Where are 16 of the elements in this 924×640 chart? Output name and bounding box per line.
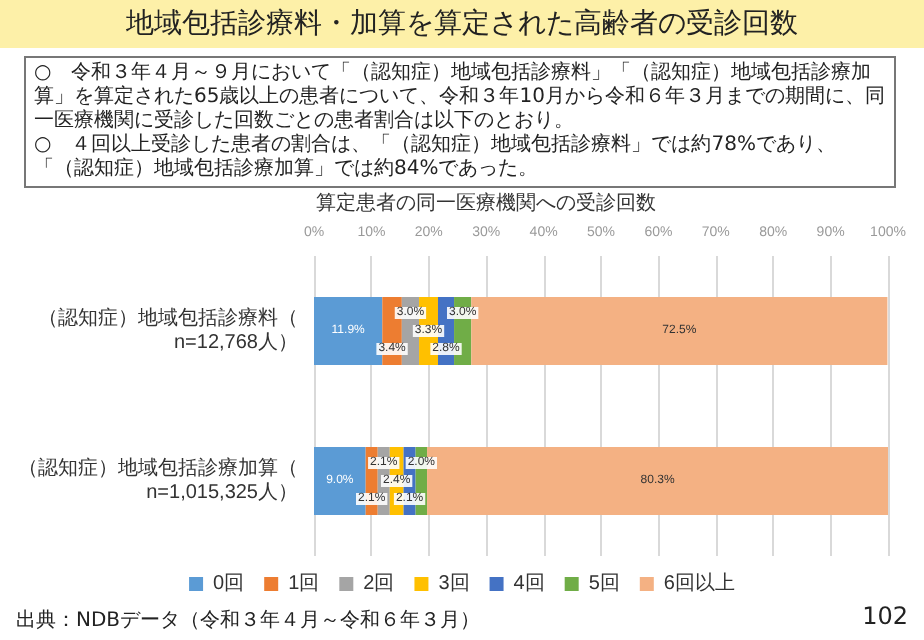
legend-label: 2回 <box>363 573 395 595</box>
source-note: 出典：NDBデータ（令和３年４月～令和６年３月） <box>16 607 481 634</box>
chart-subtitle: 算定患者の同一医療機関への受診回数 <box>316 191 656 215</box>
legend-label: 1回 <box>288 573 320 595</box>
legend-label: 5回 <box>588 573 620 595</box>
y-tick-label: （認知症）地域包括診療料（n=12,768人） <box>38 306 298 354</box>
text: ○ 令和３年４月～９月において「（認知症）地域包括診療料」「（認知症）地域包括診療加算」を算定された65歳以上の患者について、令和３年10月から令和６年３月までの期間に、同一医療機関に受診した回数ごとの患者割合は以下のとおり。 <box>34 62 886 133</box>
legend-label: 0回 <box>213 573 245 595</box>
bar <box>314 297 383 365</box>
legend-label: 3回 <box>438 573 470 595</box>
text: 102 <box>862 602 908 630</box>
y-tick-label: （認知症）地域包括診療加算（n=1,015,325人） <box>18 456 298 504</box>
text: ○ ４回以上受診した患者の割合は、「（認知症）地域包括診療料」では約78%であり、「（認知症）地域包括診療加算」では約84%であった。 <box>34 134 838 182</box>
legend-label: 4回 <box>513 573 545 595</box>
legend-label: 6回以上 <box>663 571 735 595</box>
chart-title: 地域包括診療料・加算を算定された高齢者の受診回数 <box>0 0 924 48</box>
